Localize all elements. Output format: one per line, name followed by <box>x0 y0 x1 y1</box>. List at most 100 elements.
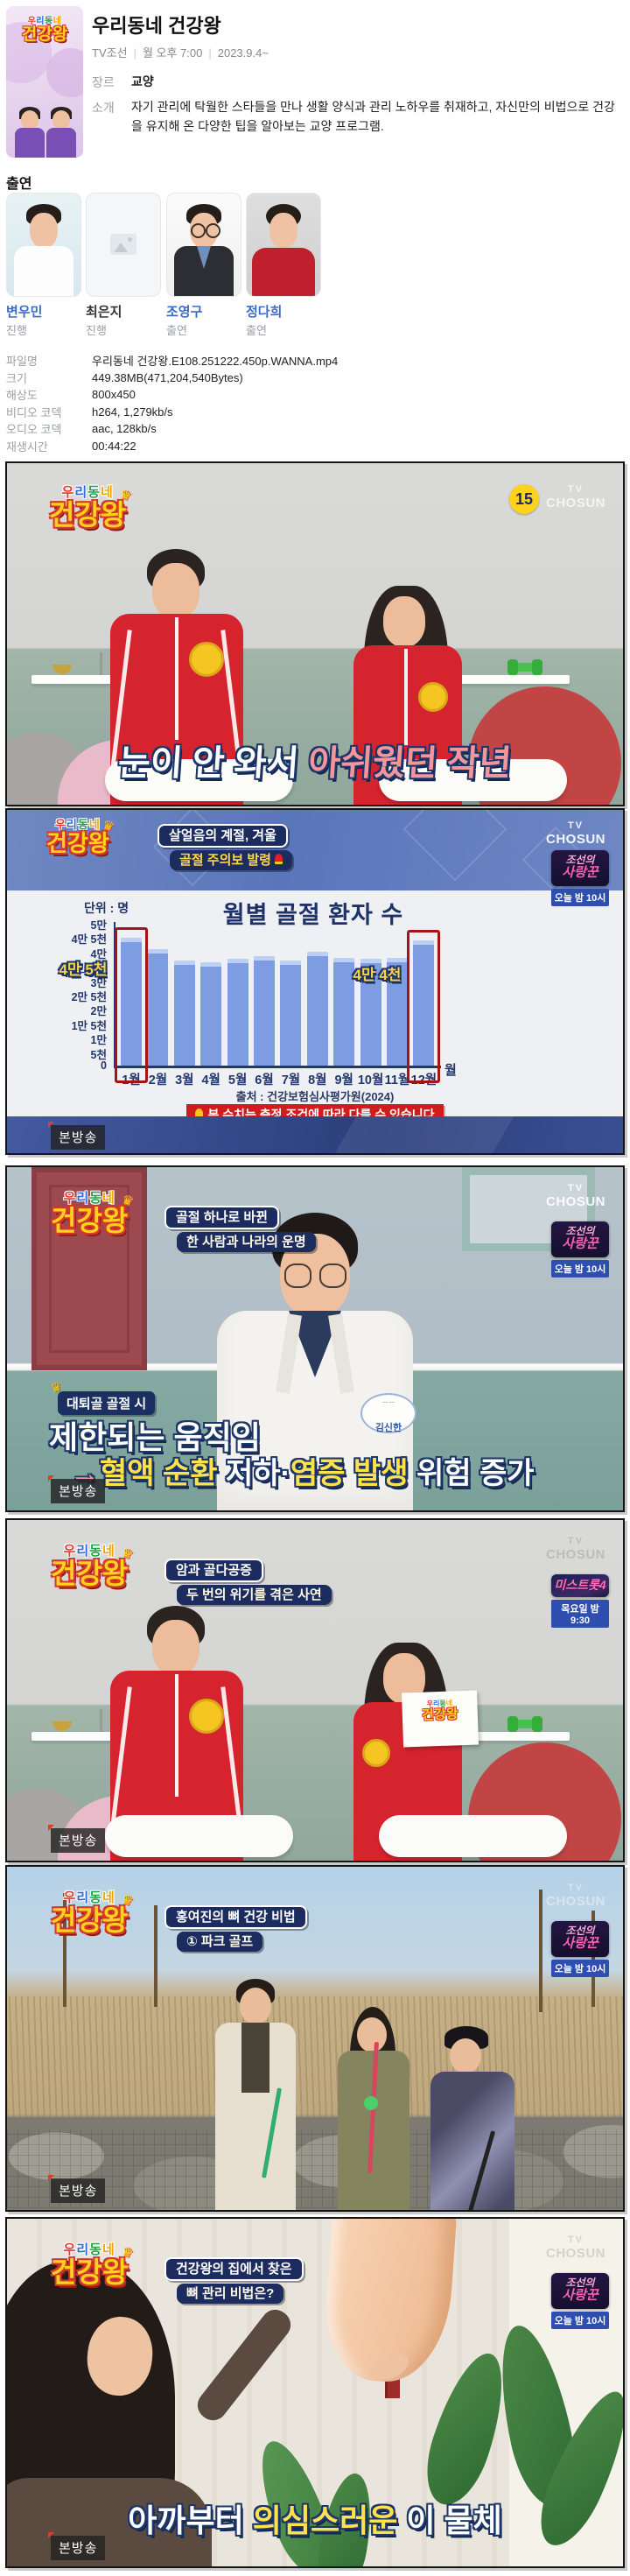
episode-screenshot-1: 우리동네 건강왕 ♛ 15 TV CHOSUN 눈이 안 와서 아쉬웠던 작년 <box>5 461 625 806</box>
cast-photo-2-placeholder[interactable] <box>86 193 161 297</box>
cast-name-link[interactable]: 변우민 <box>6 305 43 320</box>
cast-photo-1[interactable] <box>6 193 81 297</box>
y-axis-tick: 0 <box>101 1059 107 1072</box>
episode-screenshot-2-chart: 우리동네 건강왕 ♛ 살얼음의 계절, 겨울 골절 주의보 발령 TV CHOSU… <box>5 808 625 1155</box>
cast-heading: 출연 <box>6 177 32 192</box>
name-medal <box>362 1739 390 1767</box>
promo-banner: 조선의 사랑꾼 오늘 밤 10시 <box>551 1921 609 1977</box>
cast-photo-3[interactable] <box>166 193 242 297</box>
tv-chosun-logo: TV CHOSUN <box>545 1883 606 1909</box>
file-info-table: 파일명 우리동네 건강왕.E108.251222.450p.WANNA.mp4 크… <box>6 352 338 454</box>
y-axis-tick: 5천 <box>90 1048 107 1061</box>
file-info-row: 오디오 코덱 aac, 128kb/s <box>6 422 157 437</box>
logo-line2: 건강왕 <box>21 25 68 44</box>
condition-tag: ♛ 대퇴골 골절 시 <box>49 1379 156 1415</box>
cast-role: 진행 <box>86 324 107 337</box>
logo-line1: 우리동네 <box>63 1544 116 1559</box>
logo-line1: 우리동네 <box>63 1890 116 1905</box>
program-meta: TV조선 | 월 오후 7:00 | 2023.9.4~ <box>92 46 269 60</box>
promo-airtime: 오늘 밤 10시 <box>551 1259 609 1277</box>
studio-table-left <box>105 1815 293 1857</box>
channel: TV조선 <box>92 46 128 60</box>
chart-bar <box>280 961 302 1066</box>
name-medal <box>418 682 448 712</box>
subtitle-caption: 아까부터 의심스러운 이 물체 <box>128 2502 502 2538</box>
topic-badge: 홍여진의 뼈 건강 비법 ① 파크 골프 <box>164 1905 307 1952</box>
logo-line2: 건강왕 ♛ <box>49 486 134 531</box>
subtitle-caption: 눈이 안 와서 아쉬웠던 작년 <box>116 744 513 783</box>
y-axis-tick: 1만 <box>90 1034 107 1047</box>
thumbnail-logo: 우리동네 건강왕 <box>6 13 83 43</box>
logo-line1: 우리동네 <box>27 17 62 26</box>
promo-airtime: 목요일 밤 9:30 <box>551 1600 609 1629</box>
cast-role: 진행 <box>6 324 27 337</box>
studio-shelf-right <box>390 675 570 684</box>
logo-line2: 건강왕 ♛ <box>46 817 117 856</box>
page-title: 우리동네 건강왕 <box>92 15 221 37</box>
name-medal <box>189 1699 224 1734</box>
chart-bar <box>333 958 355 1066</box>
y-axis-tick: 1만 5천 <box>71 1019 107 1032</box>
topic-badge: 살얼음의 계절, 겨울 골절 주의보 발령 <box>158 824 292 870</box>
episode-screenshot-5: 우리동네 건강왕 ♛ 홍여진의 뼈 건강 비법 ① 파크 골프 TV CHOSUN… <box>5 1865 625 2212</box>
image-placeholder-icon <box>110 234 136 255</box>
subtitle-caption-line1: 제한되는 움직임 <box>49 1419 261 1455</box>
chart-bar <box>121 938 142 1066</box>
shelf-ornament <box>100 652 102 675</box>
cast-role: 출연 <box>166 324 187 337</box>
logo-line1: 우리동네 <box>63 1191 116 1206</box>
live-broadcast-badge: 본방송 <box>47 1122 106 1150</box>
x-axis-tick: 2월 <box>148 1073 168 1087</box>
cast-name-link[interactable]: 조영구 <box>166 305 203 320</box>
show-logo: 우리동네 건강왕 ♛ <box>51 2242 136 2286</box>
topic-badge: 건강왕의 집에서 찾은 뼈 관리 비법은? <box>164 2257 304 2304</box>
logo-line1: 우리동네 <box>63 2242 116 2257</box>
x-axis-tick: 10월 <box>357 1073 384 1087</box>
tv-chosun-logo: TV CHOSUN <box>545 1183 606 1209</box>
tv-chosun-logo: TV CHOSUN <box>545 1536 606 1562</box>
shelf-ornament <box>100 1709 102 1732</box>
wire-fence <box>7 2129 623 2208</box>
y-axis-tick: 3만 5천 <box>71 962 107 975</box>
genre-value: 교양 <box>131 74 154 88</box>
y-axis-tick: 4만 5천 <box>71 933 107 947</box>
highlight-value-january: 4만 5천 <box>59 961 108 978</box>
x-axis-unit: 월 <box>444 1063 457 1078</box>
highlight-value-december: 4만 4천 <box>353 967 402 983</box>
studio-table-right <box>379 759 567 801</box>
tree <box>592 1911 595 2007</box>
thumbnail-host-female <box>46 107 76 158</box>
studio-table-left <box>105 759 293 801</box>
chart-bar <box>147 949 169 1066</box>
glasses-icon <box>319 1263 346 1288</box>
studio-shelf-left <box>32 1732 167 1741</box>
cast-role: 출연 <box>246 324 267 337</box>
y-axis-tick: 4만 <box>90 947 107 961</box>
promo-airtime: 오늘 밤 10시 <box>551 1959 609 1977</box>
rock-wall <box>7 2117 623 2210</box>
logo-line2: 건강왕 ♛ <box>51 1545 136 1589</box>
intro-text: 자기 관리에 탁월한 스타들을 만나 생활 양식과 관리 노하우를 취재하고, … <box>131 100 615 133</box>
cast-name-link[interactable]: 정다희 <box>246 305 283 320</box>
topic-badge: 암과 골다공증 두 번의 위기를 겪은 사연 <box>164 1559 332 1605</box>
promo-banner: 미스트롯4 목요일 밤 9:30 <box>551 1574 609 1629</box>
y-axis-tick: 2만 <box>90 1005 107 1018</box>
genre-label: 장르 <box>92 75 115 89</box>
promo-banner: 조선의 사랑꾼 오늘 밤 10시 <box>551 1221 609 1277</box>
episode-screenshot-6: 우리동네 건강왕 ♛ 건강왕의 집에서 찾은 뼈 관리 비법은? TV CHOSU… <box>5 2217 625 2568</box>
singing-bowl <box>52 665 72 674</box>
cast-photo-4[interactable] <box>246 193 321 297</box>
x-axis-tick: 6월 <box>255 1073 274 1087</box>
tree <box>63 1893 66 2007</box>
woman-arm <box>192 2304 297 2426</box>
file-info-row: 파일명 우리동네 건강왕.E108.251222.450p.WANNA.mp4 <box>6 355 339 369</box>
studio-shelf-right <box>390 1732 570 1741</box>
x-axis-tick: 8월 <box>308 1073 327 1087</box>
subtitle-caption-line2: →혈액 순환 저하·염증 발생 위험 증가 <box>70 1457 535 1490</box>
x-axis-tick: 3월 <box>175 1073 194 1087</box>
chart-bar <box>306 952 328 1066</box>
air-time: 월 오후 7:00 <box>142 46 203 60</box>
chart-footer-band <box>7 1116 623 1153</box>
doctor-name-tag: ― ― 김신한 <box>360 1393 416 1433</box>
x-axis-tick: 4월 <box>201 1073 220 1087</box>
